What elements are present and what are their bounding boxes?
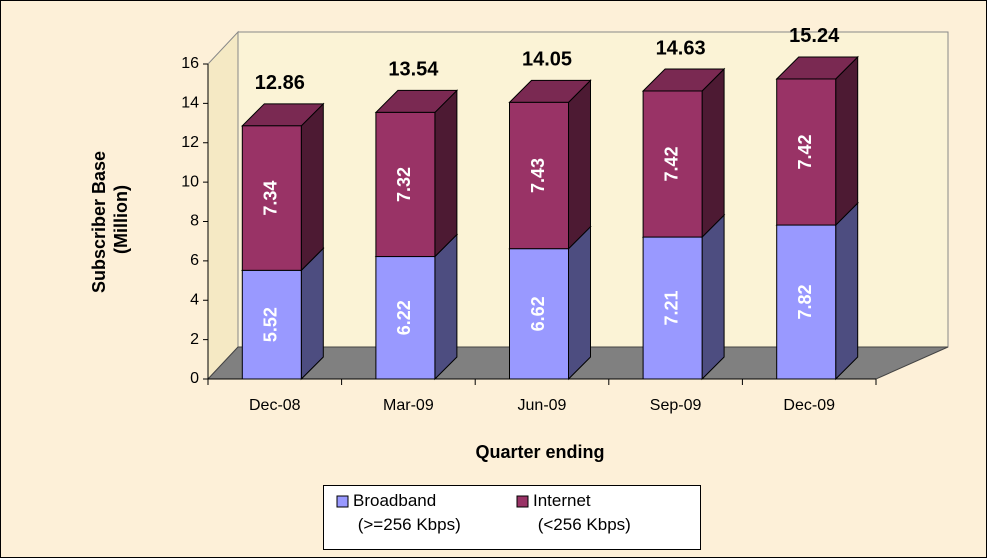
value-label: 7.21 xyxy=(661,291,681,326)
value-label: 7.82 xyxy=(795,284,815,319)
y-tick-label: 4 xyxy=(190,291,199,308)
value-label: 6.62 xyxy=(528,296,548,331)
bar-side xyxy=(701,213,725,381)
bar-side xyxy=(568,79,591,250)
bar-side xyxy=(300,247,324,381)
value-label: 7.43 xyxy=(528,158,548,193)
bar-side xyxy=(835,55,859,227)
bar-front xyxy=(375,111,436,258)
bar xyxy=(775,201,859,381)
y-tick-label: 8 xyxy=(190,213,199,230)
bar-side xyxy=(300,102,324,272)
x-tick-label: Sep-09 xyxy=(650,397,702,414)
y-tick-label: 6 xyxy=(190,252,199,269)
value-label: 7.34 xyxy=(261,181,281,216)
bar-side xyxy=(568,225,591,381)
bar-front xyxy=(241,269,302,380)
bar-front xyxy=(776,78,837,226)
bar-front xyxy=(509,101,569,250)
bar-front xyxy=(509,248,569,380)
bar xyxy=(241,102,325,272)
y-tick-label: 14 xyxy=(181,95,199,112)
bar-side xyxy=(701,67,725,239)
bar xyxy=(775,55,859,227)
value-label: 5.52 xyxy=(261,307,281,342)
bar-front xyxy=(642,236,703,380)
value-label: 7.42 xyxy=(795,134,815,169)
bar xyxy=(641,213,726,381)
y-tick-label: 0 xyxy=(190,370,199,387)
x-axis-label: Quarter ending xyxy=(475,442,604,462)
bar-front xyxy=(375,256,436,380)
legend-swatch xyxy=(516,495,529,508)
value-label: 6.22 xyxy=(394,300,414,335)
total-label: 14.05 xyxy=(522,49,572,71)
legend-swatch xyxy=(336,495,349,508)
bar xyxy=(508,225,592,381)
bar-side xyxy=(434,89,458,258)
x-tick-label: Dec-09 xyxy=(783,397,835,414)
legend-label: Internet (<256 Kbps) xyxy=(533,491,631,534)
bar-front xyxy=(241,125,302,271)
y-tick-label: 10 xyxy=(181,173,199,190)
y-tick-label: 12 xyxy=(181,134,199,151)
side-wall xyxy=(207,30,239,381)
total-label: 15.24 xyxy=(789,25,840,47)
x-tick-label: Jun-09 xyxy=(518,397,567,414)
bar xyxy=(374,89,459,258)
bar xyxy=(641,67,726,239)
bar-side xyxy=(835,201,859,381)
value-label: 7.42 xyxy=(661,146,681,181)
x-tick-label: Dec-08 xyxy=(249,397,301,414)
bar xyxy=(508,79,592,250)
bar-front xyxy=(642,90,703,238)
y-axis-label: Subscriber Base (Million) xyxy=(89,151,131,293)
bar-side xyxy=(434,233,458,381)
bar-front xyxy=(776,224,837,380)
y-tick-label: 2 xyxy=(190,331,199,348)
x-tick-label: Mar-09 xyxy=(383,397,434,414)
value-label: 7.32 xyxy=(394,167,414,202)
y-tick-label: 16 xyxy=(181,55,199,72)
legend-label: Broadband (>=256 Kbps) xyxy=(353,491,461,534)
total-label: 12.86 xyxy=(255,72,305,94)
legend-box xyxy=(323,485,701,550)
total-label: 14.63 xyxy=(656,37,706,59)
total-label: 13.54 xyxy=(388,59,439,81)
